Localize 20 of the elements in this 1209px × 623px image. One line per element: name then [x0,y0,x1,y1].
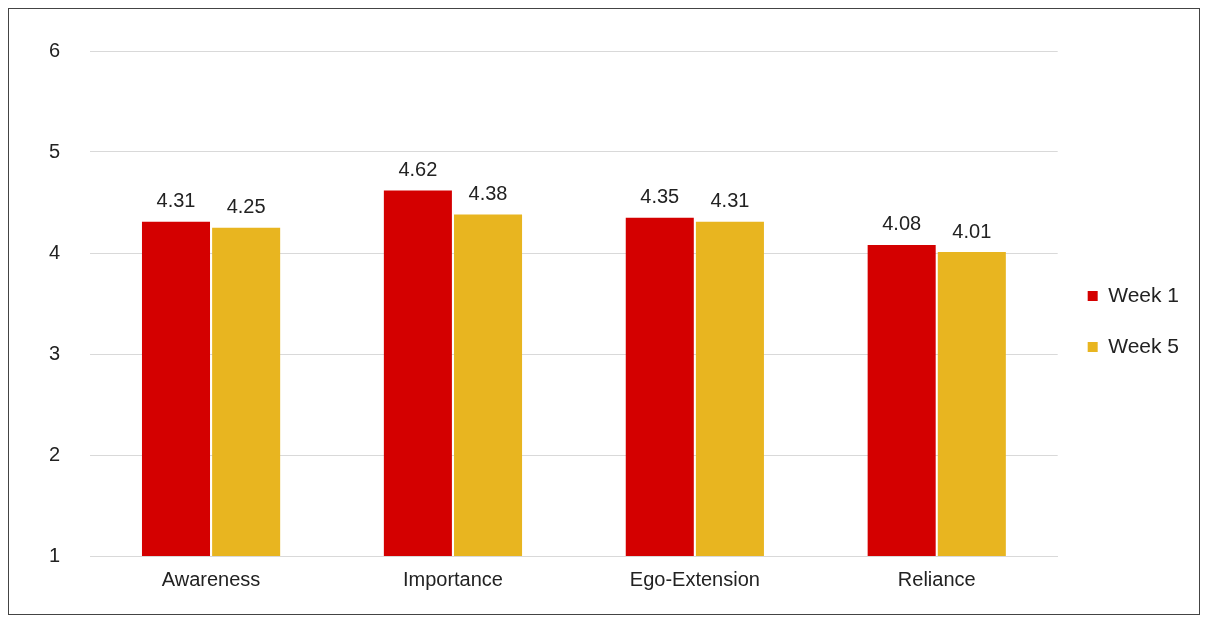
y-tick-label: 6 [49,38,61,61]
x-tick-label: Awareness [161,567,261,590]
data-label: 4.01 [952,219,992,242]
data-label: 4.08 [882,212,922,235]
data-label: 4.35 [640,185,680,208]
y-tick-label: 5 [49,139,61,162]
y-tick-label: 3 [49,341,61,364]
x-tick-label: Reliance [897,567,976,590]
y-tick-label: 1 [49,543,61,566]
x-tick-label: Ego-Extension [629,567,760,590]
y-tick-label: 2 [49,442,61,465]
legend-label: Week 1 [1108,282,1180,306]
data-label: 4.62 [398,157,438,180]
data-label: 4.38 [468,182,508,205]
data-label: 4.31 [156,189,196,212]
y-tick-label: 4 [49,240,61,263]
data-label: 4.25 [226,195,266,218]
x-tick-label: Importance [402,567,503,590]
legend-label: Week 5 [1108,333,1180,357]
data-label: 4.31 [710,189,750,212]
